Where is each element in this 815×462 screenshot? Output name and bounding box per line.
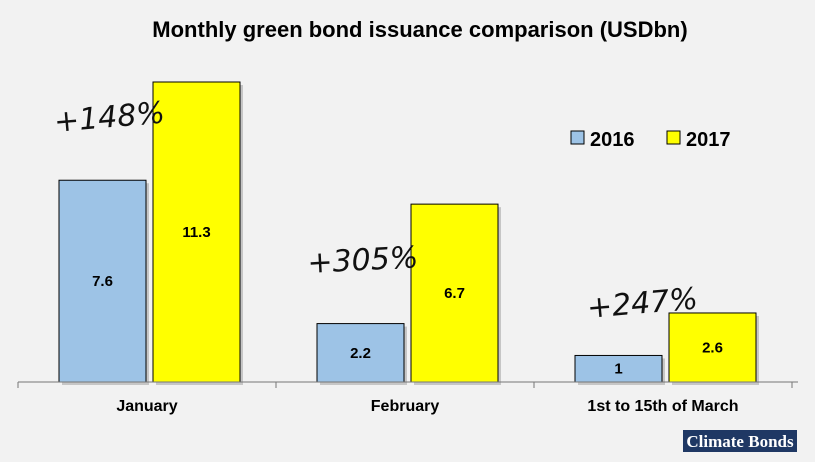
logo-background [683, 430, 797, 452]
data-label-2016-2: 1 [614, 361, 622, 378]
bar-labels-group: 7.6 11.3 2.2 6.7 1 2.6 [92, 224, 723, 378]
bar-2017-0 [152, 81, 241, 383]
bar-2016-0 [58, 179, 147, 383]
annotation-february: +305% [307, 240, 420, 281]
chart-title: Monthly green bond issuance comparison (… [152, 17, 687, 42]
category-label-0: January [116, 398, 177, 415]
data-label-2016-1: 2.2 [350, 345, 371, 362]
legend-label-2017: 2017 [686, 129, 731, 151]
climate-bonds-logo: Climate Bonds [683, 430, 797, 452]
logo-text: Climate Bonds [686, 432, 794, 451]
legend: 2016 2017 [570, 129, 731, 151]
legend-swatch-2017 [666, 130, 681, 145]
data-label-2017-0: 11.3 [182, 224, 210, 241]
legend-label-2016: 2016 [590, 129, 635, 151]
x-axis-ticks [17, 382, 793, 388]
bars-group [58, 81, 759, 385]
x-axis-labels: January February 1st to 15th of March [116, 398, 738, 415]
data-label-2017-1: 6.7 [444, 285, 465, 302]
annotation-january: +148% [53, 95, 167, 140]
bar-2017-1 [410, 203, 499, 383]
category-label-1: February [371, 398, 440, 415]
data-label-2017-2: 2.6 [702, 339, 723, 356]
data-label-2016-0: 7.6 [92, 273, 113, 290]
bar-2017-2 [668, 312, 757, 383]
legend-swatch-2016 [570, 130, 585, 145]
category-label-2: 1st to 15th of March [587, 398, 738, 415]
